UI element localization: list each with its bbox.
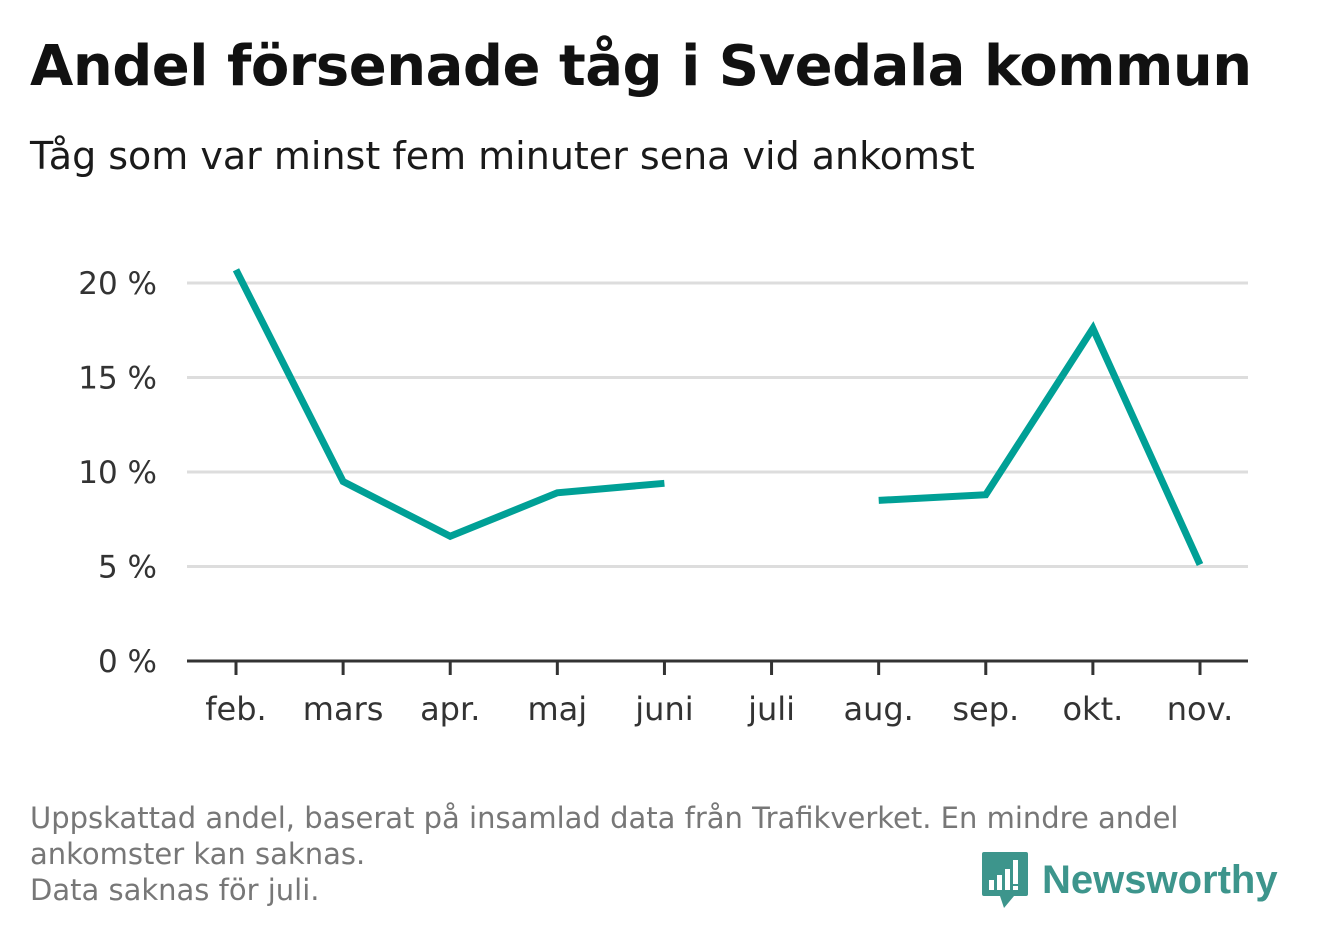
series-line-segment-2 <box>878 321 1204 567</box>
footnote-line-3: Data saknas för juli. <box>30 873 320 907</box>
newsworthy-logo-icon <box>982 852 1028 908</box>
y-tick-label: 20 % <box>78 266 157 302</box>
y-tick-label: 10 % <box>78 455 157 491</box>
y-tick-label: 0 % <box>98 644 157 680</box>
chart-title: Andel försenade tåg i Svedala kommun <box>30 34 1252 99</box>
chart-subtitle: Tåg som var minst fem minuter sena vid a… <box>30 134 975 178</box>
y-axis-ticks: 0 % 5 % 10 % 15 % 20 % <box>78 266 157 680</box>
x-tick-label: juli <box>747 690 795 728</box>
x-tick-label: nov. <box>1167 690 1233 728</box>
x-tick-label: juni <box>634 690 693 728</box>
series-line-segment-1 <box>232 268 665 541</box>
x-tick-label: maj <box>527 690 587 728</box>
x-tick-label: aug. <box>843 690 913 728</box>
brand-name: Newsworthy <box>1042 857 1278 902</box>
series-lines <box>232 268 1204 567</box>
footnote-line-1: Uppskattad andel, baserat på insamlad da… <box>30 801 1179 835</box>
line-chart: 0 % 5 % 10 % 15 % 20 % feb. mars apr. maj juni ju… <box>78 266 1248 728</box>
x-tick-label: sep. <box>952 690 1019 728</box>
footnote-line-2: ankomster kan saknas. <box>30 837 366 871</box>
x-tick-label: feb. <box>205 690 266 728</box>
y-tick-label: 5 % <box>98 550 157 586</box>
x-tick-label: okt. <box>1062 690 1123 728</box>
x-tick-label: mars <box>303 690 384 728</box>
grid-lines <box>187 281 1248 568</box>
y-tick-label: 15 % <box>78 361 157 397</box>
x-axis-ticks: feb. mars apr. maj juni juli aug. sep. okt. nov. <box>205 661 1233 728</box>
brand-logo: Newsworthy <box>980 850 1278 910</box>
x-tick-label: apr. <box>420 690 480 728</box>
footnote: Uppskattad andel, baserat på insamlad da… <box>30 800 1290 908</box>
